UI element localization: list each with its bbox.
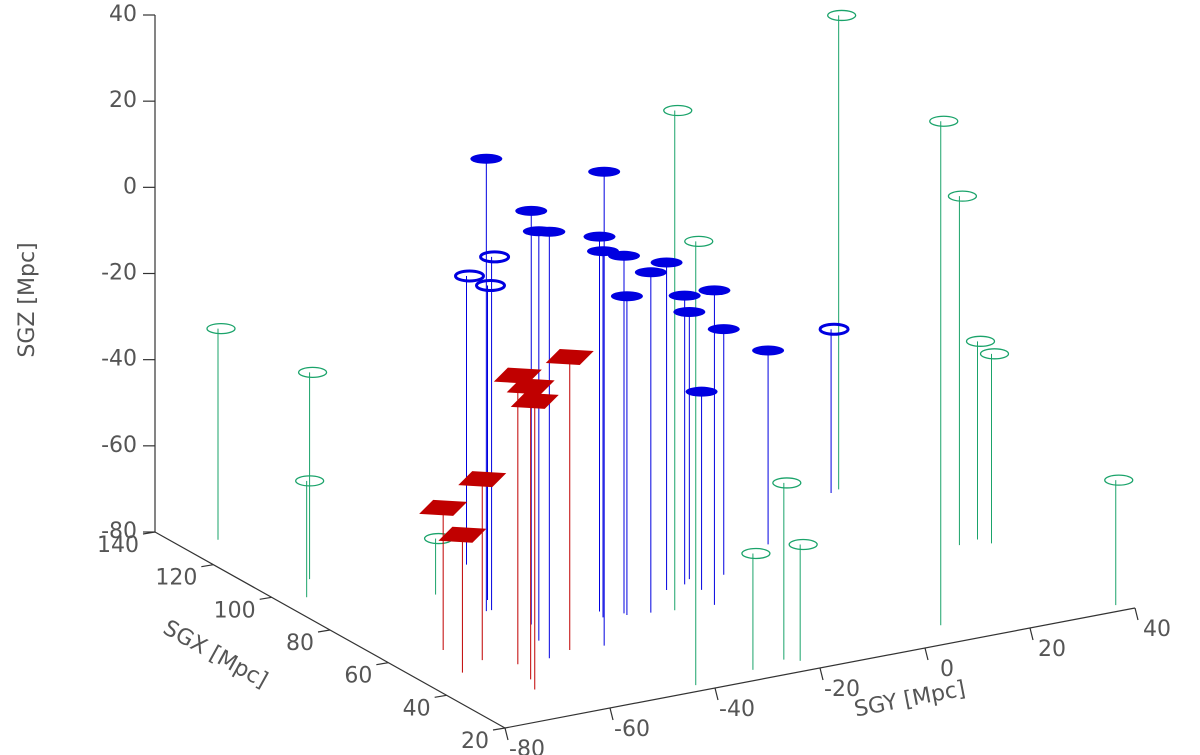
marker xyxy=(510,392,559,409)
z-tick-label: 40 xyxy=(109,2,137,27)
marker xyxy=(438,526,487,543)
marker xyxy=(818,322,850,336)
z-tick-label: 20 xyxy=(109,88,137,113)
marker xyxy=(454,269,485,283)
y-tick xyxy=(1029,627,1034,641)
marker xyxy=(206,322,236,335)
y-tick-label: -40 xyxy=(719,697,755,722)
marker xyxy=(295,475,325,487)
z-tick-label: -20 xyxy=(101,261,137,286)
marker xyxy=(506,378,555,395)
y-tick-label: 40 xyxy=(1143,617,1171,642)
marker xyxy=(684,235,714,247)
z-tick-label: -40 xyxy=(101,347,137,372)
x-tick-label: 60 xyxy=(344,664,372,689)
y-tick-label: -20 xyxy=(824,677,860,702)
x-tick-label: 80 xyxy=(286,631,314,656)
z-tick-label: -60 xyxy=(101,433,137,458)
y-tick-label: -80 xyxy=(509,737,545,755)
marker xyxy=(479,250,511,264)
marker xyxy=(965,335,996,347)
y-tick-label: 0 xyxy=(940,657,954,682)
y-tick-label: -60 xyxy=(614,717,650,742)
marker xyxy=(673,306,706,317)
x-tick-label: 100 xyxy=(214,598,256,623)
x-tick xyxy=(201,564,214,568)
marker xyxy=(685,386,718,397)
marker xyxy=(608,250,640,261)
x-tick-label: 40 xyxy=(403,696,431,721)
marker xyxy=(698,285,731,296)
marker xyxy=(772,477,802,489)
x-tick-label: 120 xyxy=(155,566,197,591)
y-tick xyxy=(504,727,509,741)
marker xyxy=(470,153,503,164)
marker xyxy=(583,231,616,242)
marker xyxy=(788,538,818,551)
y-axis-title: SGY [Mpc] xyxy=(852,676,967,722)
marker xyxy=(827,9,857,22)
marker xyxy=(419,499,468,516)
y-tick xyxy=(924,647,929,661)
y-tick-label: 20 xyxy=(1038,637,1066,662)
marker xyxy=(668,290,701,301)
marker xyxy=(650,257,683,268)
marker xyxy=(545,349,594,366)
x-tick xyxy=(259,596,272,600)
marker xyxy=(533,226,566,237)
z-axis-title: SGZ [Mpc] xyxy=(15,242,40,357)
x-tick xyxy=(376,662,389,666)
marker xyxy=(515,205,548,216)
marker xyxy=(979,348,1010,360)
x-tick xyxy=(317,629,331,633)
x-axis-title: SGX [Mpc] xyxy=(159,616,272,694)
marker xyxy=(929,115,959,127)
marker xyxy=(947,190,978,202)
marker xyxy=(297,366,328,379)
marker xyxy=(741,547,771,560)
marker xyxy=(588,166,621,177)
marker xyxy=(752,345,785,356)
y-tick xyxy=(1134,607,1139,621)
marker xyxy=(707,324,740,335)
y-tick xyxy=(714,687,719,701)
x-tick xyxy=(492,727,506,731)
x-tick-label: 140 xyxy=(97,533,139,558)
marker xyxy=(475,278,506,292)
z-tick-label: -80 xyxy=(101,519,137,544)
marker xyxy=(663,104,693,117)
marker xyxy=(1104,474,1134,486)
x-tick-label: 20 xyxy=(461,729,489,754)
y-tick xyxy=(609,707,614,721)
marker xyxy=(634,267,667,278)
y-tick xyxy=(819,667,824,681)
marker xyxy=(458,471,507,488)
marker xyxy=(610,291,643,302)
x-tick xyxy=(142,531,156,535)
x-tick xyxy=(434,694,447,698)
z-tick-label: 0 xyxy=(123,174,137,199)
